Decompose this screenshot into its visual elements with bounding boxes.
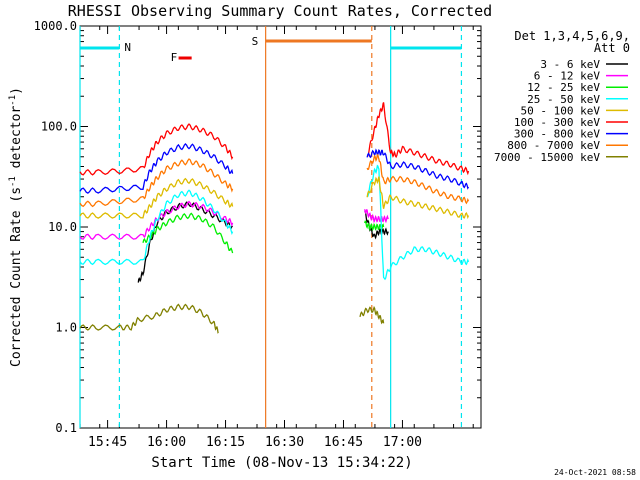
series-line <box>79 177 234 219</box>
series-line <box>79 158 234 208</box>
night-label: N <box>124 41 131 54</box>
y-tick-label: 1.0 <box>55 321 77 335</box>
series-line <box>364 209 389 224</box>
legend-label: 100 - 300 keV <box>514 116 600 129</box>
legend-title-1: Det 1,3,4,5,6,9, <box>514 29 630 43</box>
x-tick-label: 16:15 <box>206 435 245 450</box>
saa-label: S <box>252 35 259 48</box>
legend-label: 25 - 50 keV <box>527 93 600 106</box>
flare-label: F <box>171 51 178 64</box>
legend-label: 7000 - 15000 keV <box>494 151 600 164</box>
y-label-end: ) <box>9 87 24 95</box>
y-label-mid: detector <box>9 106 24 177</box>
series-line <box>137 201 234 283</box>
legend-label: 300 - 800 keV <box>514 128 600 141</box>
axis-ticks: 0.1 1.0 10.0 100.0 1000.0 15:45 16:00 16:15 16:3… <box>34 19 481 450</box>
y-axis-label: Corrected Count Rate (s-1 detector-1) <box>8 87 24 367</box>
series-line <box>366 153 470 205</box>
series-lines <box>79 102 470 334</box>
y-label-main: Corrected Count Rate (s <box>9 187 24 367</box>
series-line <box>366 176 470 220</box>
footer-timestamp: 24-Oct-2021 08:58 <box>554 468 636 477</box>
series-line <box>142 212 234 254</box>
legend-label: 12 - 25 keV <box>527 81 600 94</box>
x-tick-label: 17:00 <box>383 435 422 450</box>
y-tick-label: 0.1 <box>55 421 77 435</box>
plot-area <box>79 25 482 429</box>
series-line <box>79 123 234 176</box>
legend-label: 6 - 12 keV <box>534 70 601 83</box>
series-line <box>79 303 219 334</box>
x-tick-label: 15:45 <box>88 435 127 450</box>
legend-label: 3 - 6 keV <box>540 58 600 71</box>
chart-title: RHESSI Observing Summary Count Rates, Co… <box>68 2 492 20</box>
y-tick-label: 100.0 <box>41 120 77 134</box>
x-axis-label: Start Time (08-Nov-13 15:34:22) <box>151 455 412 471</box>
x-tick-label: 16:45 <box>324 435 363 450</box>
series-line <box>367 164 470 281</box>
series-line <box>364 210 389 240</box>
legend-label: 800 - 7000 keV <box>507 139 600 152</box>
legend-label: 50 - 100 keV <box>521 104 601 117</box>
y-label-sup1: -1 <box>8 176 18 187</box>
event-bars: N S F <box>80 35 462 64</box>
y-label-sup2: -1 <box>8 95 18 106</box>
x-tick-label: 16:00 <box>147 435 186 450</box>
series-line <box>359 305 385 325</box>
series-line <box>364 220 385 232</box>
y-tick-label: 1000.0 <box>34 19 77 33</box>
legend-title-2: Att 0 <box>594 41 630 55</box>
series-line <box>366 148 470 190</box>
series-line <box>79 200 234 240</box>
y-tick-label: 10.0 <box>48 220 77 234</box>
series-line <box>79 143 234 194</box>
x-tick-label: 16:30 <box>265 435 304 450</box>
event-lines <box>79 26 463 428</box>
series-line <box>366 102 470 176</box>
series-line <box>79 189 234 266</box>
